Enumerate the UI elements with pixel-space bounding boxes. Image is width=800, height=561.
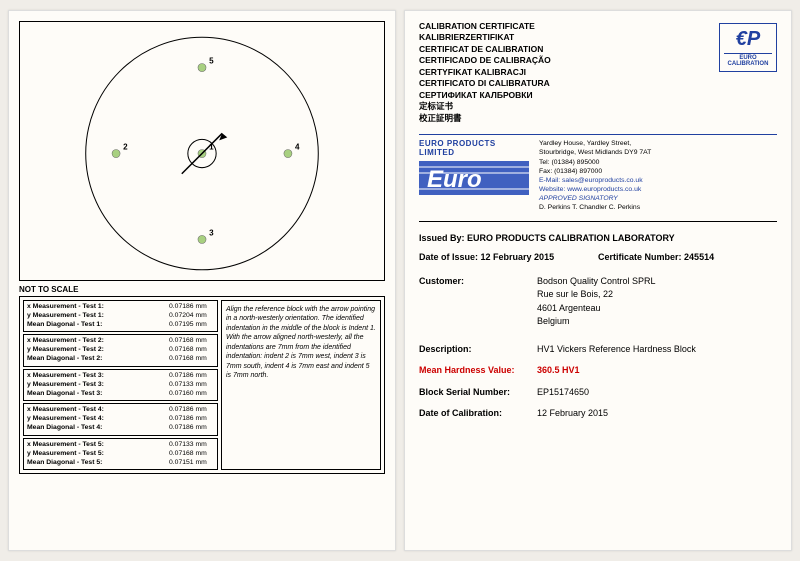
email: E-Mail: sales@europroducts.co.uk xyxy=(539,176,777,185)
header-block: CALIBRATION CERTIFICATEKALIBRIERZERTIFIK… xyxy=(405,11,791,130)
tests-column: x Measurement - Test 1:0.07186 mm y Meas… xyxy=(23,300,218,470)
svg-text:5: 5 xyxy=(209,57,214,66)
euro-logo: EURO PRODUCTS LIMITED Euro xyxy=(419,139,529,212)
description-label: Description: xyxy=(419,343,537,357)
company-title: EURO PRODUCTS LIMITED xyxy=(419,139,529,157)
test-block: x Measurement - Test 1:0.07186 mm y Meas… xyxy=(23,300,218,332)
description-value: HV1 Vickers Reference Hardness Block xyxy=(537,343,777,357)
signatories: D. Perkins T. Chandler C. Perkins xyxy=(539,203,777,212)
test-block: x Measurement - Test 2:0.07168 mm y Meas… xyxy=(23,334,218,366)
company-info: Yardley House, Yardley Street, Stourbrid… xyxy=(539,139,777,212)
date-value: 12 February 2015 xyxy=(481,252,555,262)
cal-date-value: 12 February 2015 xyxy=(537,407,777,421)
customer-label: Customer: xyxy=(419,275,537,329)
data-area: x Measurement - Test 1:0.07186 mm y Meas… xyxy=(19,296,385,474)
date-label: Date of Issue: xyxy=(419,252,478,262)
right-page: CALIBRATION CERTIFICATEKALIBRIERZERTIFIK… xyxy=(404,10,792,551)
svg-text:2: 2 xyxy=(123,142,128,151)
mean-hardness-label: Mean Hardness Value: xyxy=(419,364,537,378)
svg-text:3: 3 xyxy=(209,228,214,237)
test-block: x Measurement - Test 3:0.07186 mm y Meas… xyxy=(23,369,218,401)
svg-text:4: 4 xyxy=(295,142,300,151)
badge-caption: EURO CALIBRATION xyxy=(724,53,772,67)
circle-diagram: 12345 xyxy=(19,21,385,281)
tel: Tel: (01384) 895000 xyxy=(539,158,777,167)
instructions-box: Align the reference block with the arrow… xyxy=(221,300,381,470)
divider xyxy=(419,221,777,222)
not-to-scale-label: NOT TO SCALE xyxy=(19,285,385,294)
test-block: x Measurement - Test 4:0.07186 mm y Meas… xyxy=(23,403,218,435)
company-row: EURO PRODUCTS LIMITED Euro Yardley House… xyxy=(405,135,791,218)
certificate-body: Issued By: EURO PRODUCTS CALIBRATION LAB… xyxy=(405,224,791,437)
left-page: 12345 NOT TO SCALE x Measurement - Test … xyxy=(8,10,396,551)
issued-by: Issued By: EURO PRODUCTS CALIBRATION LAB… xyxy=(419,232,777,246)
website: Website: www.europroducts.co.uk xyxy=(539,185,777,194)
cert-number-value: 245514 xyxy=(684,252,714,262)
euro-calibration-badge: €P EURO CALIBRATION xyxy=(719,23,777,72)
address-line: Stourbridge, West Midlands DY9 7AT xyxy=(539,148,777,157)
customer-value: Bodson Quality Control SPRLRue sur le Bo… xyxy=(537,275,777,329)
cal-date-label: Date of Calibration: xyxy=(419,407,537,421)
fax: Fax: (01384) 897000 xyxy=(539,167,777,176)
serial-label: Block Serial Number: xyxy=(419,386,537,400)
approved-signatory: APPROVED SIGNATORY xyxy=(539,194,777,203)
cert-number-label: Certificate Number: xyxy=(598,252,682,262)
serial-value: EP15174650 xyxy=(537,386,777,400)
ep-logo: €P xyxy=(724,28,772,51)
test-block: x Measurement - Test 5:0.07133 mm y Meas… xyxy=(23,438,218,470)
address-line: Yardley House, Yardley Street, xyxy=(539,139,777,148)
mean-hardness-value: 360.5 HV1 xyxy=(537,364,777,378)
